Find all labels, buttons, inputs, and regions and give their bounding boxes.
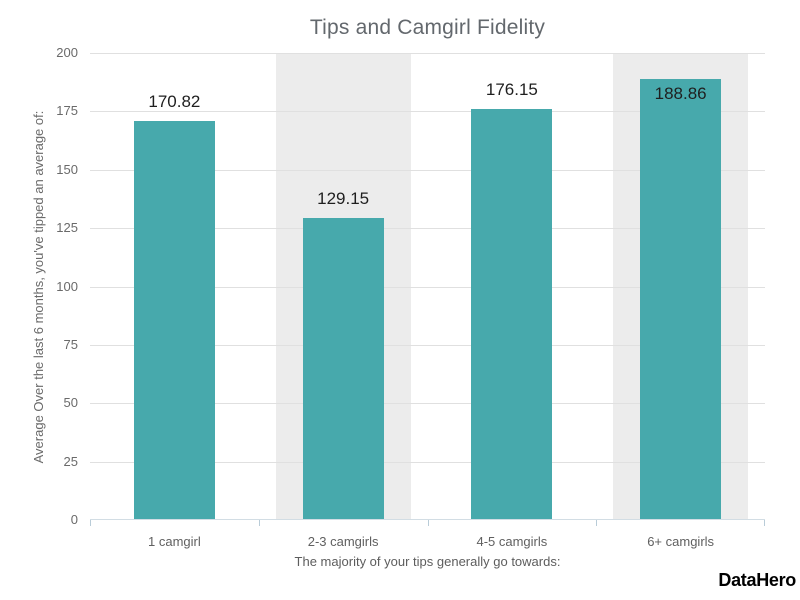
y-tick-label-100: 100 [56,279,78,294]
y-tick-label-50: 50 [63,395,78,410]
value-label-4-5 camgirls: 176.15 [485,79,538,99]
x-axis-tick [259,520,260,526]
chart-title: Tips and Camgirl Fidelity [309,16,546,39]
bar-1 camgirl [133,121,215,520]
bar-2-3 camgirls [302,218,384,520]
category-label-1 camgirl: 1 camgirl [148,534,201,549]
gridline-y-175 [90,111,765,112]
y-tick-label-175: 175 [56,103,78,118]
category-label-2-3 camgirls: 2-3 camgirls [307,534,379,549]
bar-4-5 camgirls [471,108,553,520]
bar-6+ camgirls [640,79,722,520]
plot-area: 170.82 129.15 176.15 188.86 [90,53,765,526]
value-label-1 camgirl: 170.82 [148,92,201,112]
gridline-y-75 [90,345,765,346]
x-axis-title: The majority of your tips generally go t… [294,554,561,569]
x-axis-tick [90,520,91,526]
gridline-y-150 [90,170,765,171]
x-axis-tick [596,520,597,526]
y-tick-label-125: 125 [56,220,78,235]
datahero-logo: DataHero [718,570,796,590]
y-tick-label-150: 150 [56,162,78,177]
y-tick-label-0: 0 [70,512,78,527]
category-label-6+ camgirls: 6+ camgirls [647,534,715,549]
x-axis-line [90,519,765,520]
y-tick-label-75: 75 [63,337,78,352]
gridline-y-200 [90,53,765,54]
y-tick-label-25: 25 [63,454,78,469]
gridline-y-125 [90,228,765,229]
y-tick-label-200: 200 [56,45,78,60]
value-label-6+ camgirls: 188.86 [654,84,707,103]
value-label-2-3 camgirls: 129.15 [317,189,370,209]
gridline-y-100 [90,287,765,288]
category-label-4-5 camgirls: 4-5 camgirls [476,534,548,549]
gridline-y-50 [90,403,765,404]
x-axis-tick [764,520,765,526]
x-axis-tick [428,520,429,526]
gridline-y-25 [90,462,765,463]
